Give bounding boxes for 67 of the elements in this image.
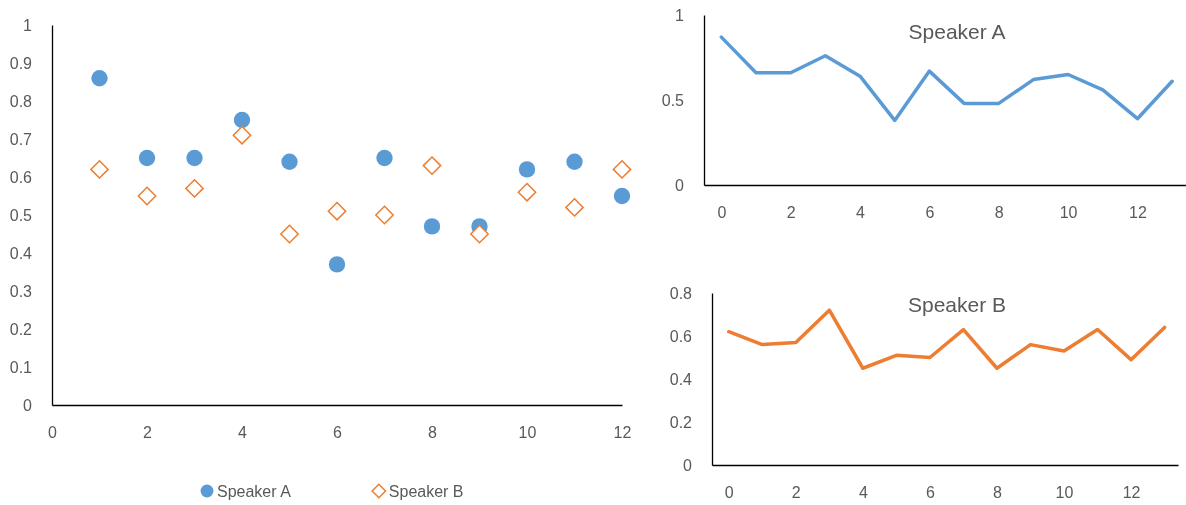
point <box>470 224 489 244</box>
point <box>376 149 393 167</box>
y-tick-label: 0.8 <box>669 284 693 302</box>
x-tick-label: 12 <box>1129 204 1147 222</box>
x-tick-label: 4 <box>858 484 868 502</box>
y-tick-label: 0 <box>23 396 33 414</box>
x-tick-label: 10 <box>1059 204 1078 222</box>
x-tick-label: 10 <box>1055 484 1074 502</box>
x-tick-label: 0 <box>717 204 727 222</box>
point <box>90 159 109 179</box>
y-tick-label: 0.1 <box>9 358 33 376</box>
point <box>232 125 252 145</box>
x-tick-label: 4 <box>238 424 248 442</box>
x-tick-label: 2 <box>791 484 801 502</box>
y-tick-label: 1 <box>675 6 685 24</box>
y-tick-label: 0.5 <box>9 206 33 224</box>
point <box>422 156 442 176</box>
y-tick-label: 0.4 <box>669 370 693 388</box>
point <box>233 111 251 129</box>
y-tick-label: 1 <box>23 16 33 34</box>
point <box>91 70 108 87</box>
point <box>612 159 632 179</box>
point <box>423 218 441 235</box>
x-tick-label: 6 <box>925 204 935 222</box>
y-tick-label: 0 <box>683 456 693 474</box>
y-tick-label: 0.4 <box>9 244 33 262</box>
point <box>518 161 536 178</box>
y-tick-label: 0.6 <box>669 327 693 345</box>
x-tick-label: 10 <box>518 424 537 442</box>
x-tick-label: 0 <box>724 484 734 502</box>
y-tick-label: 0.7 <box>9 130 33 148</box>
point <box>137 186 157 206</box>
x-tick-label: 2 <box>143 424 153 442</box>
point <box>281 153 298 170</box>
y-tick-label: 0.2 <box>9 320 33 338</box>
x-tick-label: 6 <box>333 424 343 442</box>
chart-title: Speaker A <box>908 20 1006 44</box>
point <box>280 224 299 244</box>
y-tick-label: 0.9 <box>9 54 33 72</box>
point <box>328 256 346 273</box>
x-tick-label: 12 <box>1122 484 1141 502</box>
x-tick-label: 6 <box>925 484 935 502</box>
point <box>327 201 347 221</box>
x-tick-label: 4 <box>856 204 866 222</box>
point <box>517 182 537 202</box>
point <box>185 178 204 198</box>
chart-title: Speaker B <box>907 293 1007 317</box>
point <box>186 149 203 167</box>
y-tick-label: 0.8 <box>9 92 33 110</box>
y-tick-label: 0.2 <box>669 413 693 431</box>
legend-label: Speaker B <box>388 482 464 500</box>
y-tick-label: 0.3 <box>9 282 33 300</box>
point <box>138 149 156 167</box>
y-tick-label: 0 <box>675 176 685 194</box>
point <box>375 205 394 225</box>
y-tick-label: 0.6 <box>9 168 33 186</box>
x-tick-label: 2 <box>786 204 796 222</box>
x-tick-label: 8 <box>993 484 1003 502</box>
x-tick-label: 8 <box>428 424 438 442</box>
point <box>613 187 631 205</box>
x-tick-label: 8 <box>994 204 1004 222</box>
point <box>566 153 583 170</box>
y-tick-label: 0.5 <box>661 91 685 109</box>
legend-label: Speaker A <box>217 482 292 500</box>
x-tick-label: 12 <box>613 424 632 442</box>
point <box>565 197 584 217</box>
x-tick-label: 0 <box>48 424 58 442</box>
